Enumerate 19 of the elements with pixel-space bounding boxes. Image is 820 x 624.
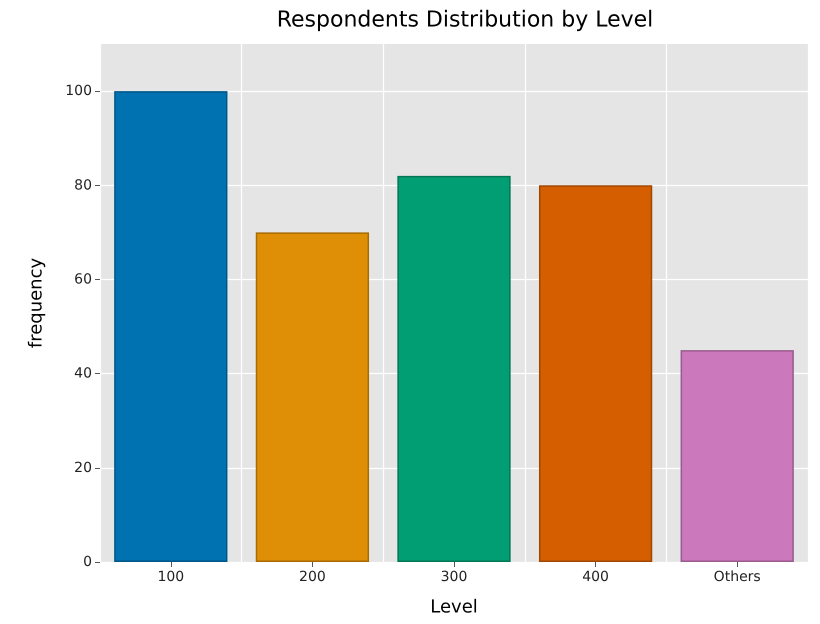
- bar: [680, 350, 794, 562]
- x-tick-label: 300: [440, 569, 468, 585]
- bar: [114, 91, 228, 562]
- y-axis-title: frequency: [26, 258, 46, 348]
- y-tick-label: 80: [74, 177, 92, 194]
- x-tick-label: Others: [714, 569, 761, 585]
- x-tick-label: 100: [157, 569, 184, 585]
- bar: [538, 185, 652, 562]
- x-tick-label: 400: [582, 569, 609, 585]
- y-tick-label: 60: [74, 271, 92, 288]
- y-tick-label: 100: [65, 83, 92, 100]
- y-tick-label: 40: [74, 366, 92, 382]
- x-tick-label: 200: [299, 569, 326, 585]
- y-tick-label: 20: [74, 460, 92, 476]
- chart-title: Respondents Distribution by Level: [276, 8, 654, 32]
- y-tick-label: 0: [83, 554, 92, 570]
- bar: [397, 176, 511, 562]
- bar: [256, 232, 370, 562]
- x-axis-title: Level: [430, 596, 478, 618]
